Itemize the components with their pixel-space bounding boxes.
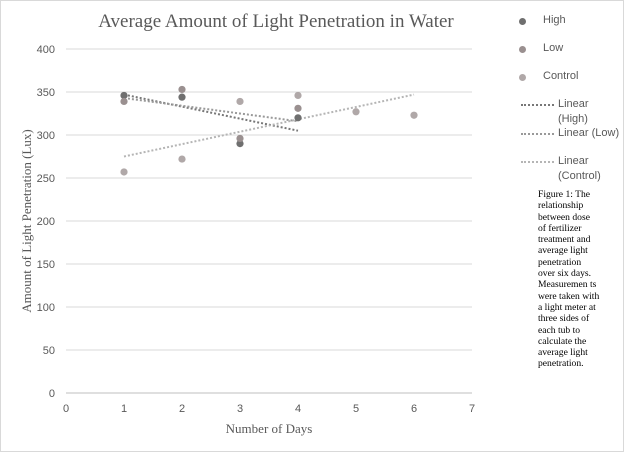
- trendline-control: [123, 93, 415, 158]
- y-tick-label: 100: [37, 302, 55, 314]
- data-point-control: [120, 168, 128, 176]
- x-tick-label: 4: [295, 403, 301, 415]
- legend-label-linear-high-1: Linear: [558, 98, 589, 110]
- legend-marker-linear-low: [521, 133, 554, 135]
- data-point-high: [120, 91, 128, 100]
- y-tick-label: 350: [37, 87, 55, 99]
- x-tick-label: 6: [411, 403, 417, 415]
- trendline-high: [123, 93, 299, 132]
- legend-label-linear-control-2: (Control): [558, 170, 601, 182]
- y-tick-label: 400: [37, 44, 55, 56]
- figure-caption: Figure 1: The relationship between dose …: [538, 189, 600, 370]
- legend-marker-linear-control: [521, 161, 554, 163]
- data-point-control: [178, 155, 186, 163]
- legend-marker-control: [519, 74, 526, 81]
- data-point-high: [236, 140, 244, 148]
- legend-label-linear-control-1: Linear: [558, 155, 589, 167]
- x-tick-label: 2: [179, 403, 185, 415]
- y-axis-title: Amount of Light Penetration (Lux): [19, 129, 34, 312]
- legend-marker-linear-high: [521, 104, 554, 106]
- data-point-low: [120, 97, 128, 106]
- y-tick-label: 300: [37, 130, 55, 142]
- data-point-high: [178, 93, 186, 101]
- x-tick-label: 7: [469, 403, 475, 415]
- y-tick-label: 150: [37, 259, 55, 271]
- x-axis-title: Number of Days: [226, 421, 313, 436]
- legend-label-control: Control: [543, 70, 579, 82]
- data-point-low: [294, 104, 302, 112]
- legend-label-linear-low: Linear (Low): [558, 127, 620, 139]
- legend-label-low: Low: [543, 42, 564, 54]
- legend-marker-low: [519, 46, 526, 53]
- legend-label-high: High: [543, 14, 566, 26]
- data-point-low: [236, 134, 244, 143]
- x-tick-label: 1: [121, 403, 127, 415]
- data-point-high: [294, 114, 302, 122]
- legend-label-linear-high-2: (High): [558, 113, 588, 125]
- chart-title: Average Amount of Light Penetration in W…: [98, 11, 454, 32]
- trendline-low: [123, 97, 299, 123]
- data-point-control: [294, 91, 302, 100]
- data-point-low: [178, 85, 186, 94]
- data-point-control: [236, 97, 244, 106]
- y-tick-label: 250: [37, 173, 55, 185]
- x-tick-label: 3: [237, 403, 243, 415]
- data-point-control: [352, 108, 360, 116]
- y-tick-label: 50: [43, 345, 55, 357]
- x-tick-label: 0: [63, 403, 69, 415]
- x-tick-label: 5: [353, 403, 359, 415]
- y-tick-label: 200: [37, 216, 55, 228]
- legend-marker-high: [519, 18, 526, 25]
- data-point-control: [410, 111, 418, 119]
- y-tick-label: 0: [49, 388, 55, 400]
